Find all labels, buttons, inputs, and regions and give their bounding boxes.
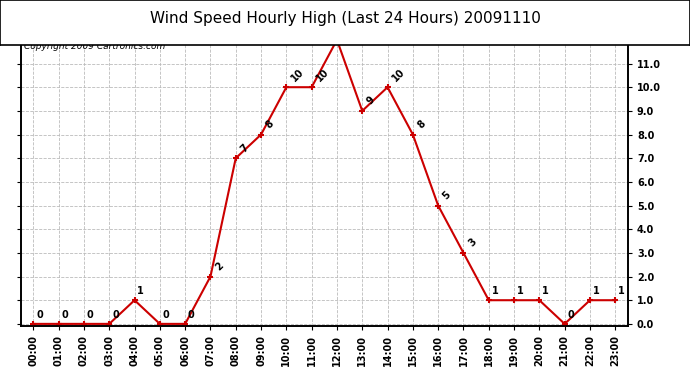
Text: 0: 0 [112,310,119,320]
Text: 0: 0 [87,310,93,320]
Text: 0: 0 [61,310,68,320]
Text: 1: 1 [593,286,600,296]
Text: 9: 9 [365,95,377,107]
Text: 3: 3 [466,237,478,249]
Text: 2: 2 [213,261,225,272]
Text: 0: 0 [567,310,574,320]
Text: 0: 0 [36,310,43,320]
Text: 1: 1 [491,286,498,296]
Text: 0: 0 [188,310,195,320]
Text: 10: 10 [289,66,306,83]
Text: Copyright 2009 Cartronics.com: Copyright 2009 Cartronics.com [23,42,165,51]
Text: 5: 5 [441,189,453,201]
Text: 8: 8 [264,118,276,130]
Text: 7: 7 [239,142,250,154]
Text: 8: 8 [415,118,428,130]
Text: Wind Speed Hourly High (Last 24 Hours) 20091110: Wind Speed Hourly High (Last 24 Hours) 2… [150,11,540,26]
Text: 1: 1 [517,286,524,296]
Text: 1: 1 [542,286,549,296]
Text: 0: 0 [163,310,169,320]
Text: 10: 10 [391,66,407,83]
Text: 12: 12 [339,19,356,36]
Text: 10: 10 [315,66,331,83]
Text: 1: 1 [618,286,624,296]
Text: 1: 1 [137,286,144,296]
